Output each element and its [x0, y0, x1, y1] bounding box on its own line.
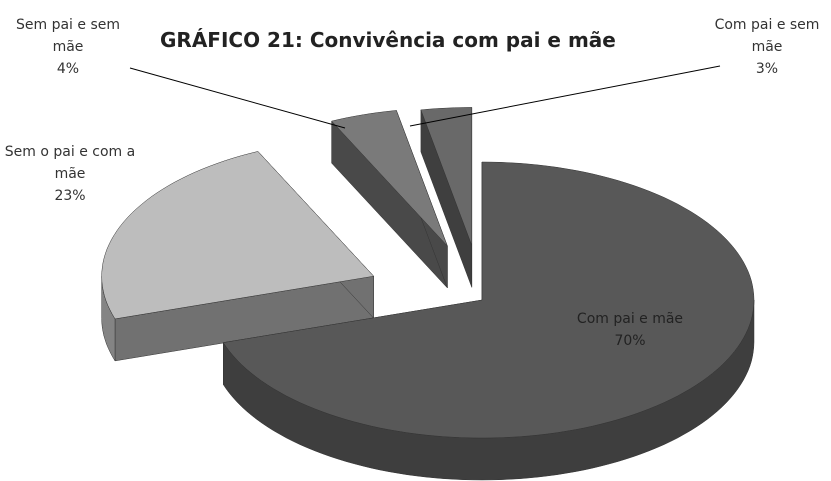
slice-value: 3%	[755, 61, 779, 77]
slice-name: Sem o pai e com a mãe	[4, 144, 136, 182]
slice-label: Com pai e mãe 70%	[545, 308, 715, 352]
slice-value: 4%	[56, 61, 80, 77]
slice-name: Com pai e sem mãe	[714, 17, 820, 55]
slice-label: Sem o pai e com a mãe 23%	[0, 141, 140, 207]
leader-line	[129, 67, 346, 129]
leader-line	[409, 65, 721, 127]
slice-name: Com pai e mãe	[576, 311, 684, 327]
slice-label: Com pai e sem mãe 3%	[712, 14, 822, 80]
slice	[420, 107, 473, 246]
slice-name: Sem pai e sem mãe	[15, 17, 120, 55]
slice-value: 70%	[614, 333, 646, 349]
chart-title: GRÁFICO 21: Convivência com pai e mãe	[160, 28, 616, 52]
slice	[222, 161, 755, 439]
slice	[101, 151, 375, 320]
slice-label: Sem pai e sem mãe 4%	[8, 14, 128, 80]
slice	[331, 110, 448, 247]
slice-value: 23%	[54, 188, 86, 204]
